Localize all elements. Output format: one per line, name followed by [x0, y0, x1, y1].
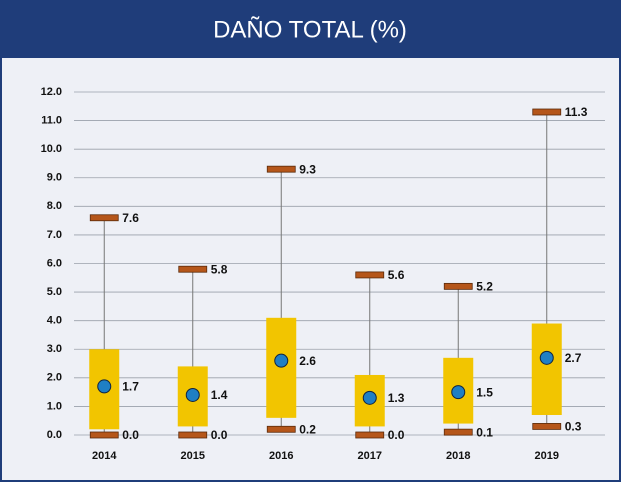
y-tick-label: 6.0	[47, 257, 62, 269]
max-cap	[178, 265, 208, 273]
x-tick-label: 2018	[446, 450, 470, 462]
min-cap	[89, 431, 119, 439]
min-cap	[355, 431, 385, 439]
min-cap	[178, 431, 208, 439]
y-tick-label: 8.0	[47, 200, 62, 212]
box	[266, 317, 297, 418]
max-label: 11.3	[565, 105, 588, 119]
mean-label: 1.7	[122, 380, 139, 394]
max-label: 7.6	[122, 211, 139, 225]
y-tick-label: 1.0	[47, 400, 62, 412]
max-cap	[266, 165, 296, 173]
x-tick-label: 2015	[181, 450, 205, 462]
mean-label: 1.5	[476, 385, 493, 399]
max-cap	[443, 282, 473, 290]
min-label: 0.0	[122, 428, 139, 442]
y-tick-label: 9.0	[47, 172, 62, 184]
max-label: 5.2	[476, 280, 493, 294]
max-label: 5.8	[211, 262, 228, 276]
y-tick-label: 4.0	[47, 315, 62, 327]
min-label: 0.0	[211, 428, 228, 442]
min-cap	[266, 425, 296, 433]
min-cap	[532, 423, 562, 430]
mean-marker	[97, 379, 112, 394]
mean-marker	[539, 350, 554, 365]
min-label: 0.1	[476, 425, 493, 439]
mean-label: 1.3	[388, 391, 405, 405]
max-label: 5.6	[388, 268, 405, 282]
max-label: 9.3	[299, 162, 316, 176]
mean-marker	[362, 390, 377, 405]
min-label: 0.0	[388, 428, 405, 442]
y-tick-label: 10.0	[41, 143, 62, 155]
mean-marker	[451, 385, 466, 400]
max-cap	[89, 214, 119, 222]
min-label: 0.3	[565, 420, 582, 434]
y-tick-label: 2.0	[47, 372, 62, 384]
x-tick-label: 2019	[535, 450, 559, 462]
mean-marker	[185, 387, 200, 402]
x-tick-label: 2017	[358, 450, 382, 462]
x-tick-label: 2016	[269, 450, 293, 462]
min-cap	[443, 428, 473, 436]
x-tick-label: 2014	[92, 450, 117, 462]
chart-title: DAÑO TOTAL (%)	[213, 16, 407, 43]
y-tick-label: 7.0	[47, 229, 62, 241]
max-cap	[355, 271, 385, 279]
header	[0, 0, 621, 58]
max-cap	[532, 108, 562, 116]
mean-marker	[274, 353, 289, 368]
y-tick-label: 5.0	[47, 286, 62, 298]
y-tick-label: 12.0	[41, 86, 62, 98]
y-tick-label: 0.0	[47, 429, 62, 441]
box	[531, 323, 562, 415]
y-tick-label: 3.0	[47, 343, 62, 355]
mean-label: 1.4	[211, 388, 228, 402]
min-label: 0.2	[299, 422, 316, 436]
mean-label: 2.7	[565, 351, 582, 365]
y-tick-label: 11.0	[41, 114, 62, 126]
mean-label: 2.6	[299, 354, 316, 368]
